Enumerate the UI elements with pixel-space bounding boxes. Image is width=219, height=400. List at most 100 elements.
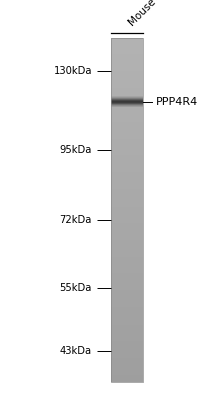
Bar <box>111 381 143 382</box>
Bar <box>111 176 143 177</box>
Bar <box>111 318 143 319</box>
Bar <box>111 40 143 42</box>
Bar <box>111 118 143 120</box>
Bar <box>111 38 143 382</box>
Bar <box>111 310 143 311</box>
Bar <box>111 273 143 274</box>
Bar <box>111 69 143 70</box>
Bar <box>111 163 143 164</box>
Bar <box>111 39 143 40</box>
Bar <box>111 222 143 223</box>
Bar <box>111 88 143 90</box>
Bar <box>111 356 143 357</box>
Bar <box>111 133 143 134</box>
Bar <box>111 235 143 236</box>
Bar <box>111 289 143 290</box>
Bar <box>111 171 143 172</box>
Bar <box>111 47 143 48</box>
Bar <box>111 154 143 155</box>
Bar <box>111 187 143 188</box>
Bar <box>111 239 143 240</box>
Bar <box>111 223 143 224</box>
Bar <box>111 147 143 148</box>
Bar <box>111 107 143 108</box>
Bar <box>111 93 143 94</box>
Bar <box>111 86 143 87</box>
Bar <box>111 210 143 211</box>
Bar <box>111 53 143 54</box>
Bar <box>111 327 143 328</box>
Bar <box>111 193 143 194</box>
Bar <box>111 55 143 56</box>
Bar <box>111 157 143 158</box>
Bar <box>111 180 143 181</box>
Bar <box>111 309 143 310</box>
Bar <box>111 63 143 64</box>
Bar <box>111 170 143 171</box>
Bar <box>111 360 143 361</box>
Bar <box>111 59 143 60</box>
Bar <box>111 60 143 61</box>
Bar <box>111 190 143 192</box>
Bar <box>111 238 143 239</box>
Bar <box>111 51 143 52</box>
Bar <box>111 62 143 63</box>
Bar <box>111 330 143 332</box>
Bar <box>111 132 143 133</box>
Bar <box>111 264 143 265</box>
Bar <box>111 246 143 247</box>
Bar <box>111 241 143 242</box>
Bar <box>111 76 143 77</box>
Bar <box>111 45 143 46</box>
Bar <box>111 98 143 99</box>
Bar <box>111 304 143 305</box>
Bar <box>111 152 143 153</box>
Bar <box>111 71 143 72</box>
Bar <box>111 166 143 168</box>
Bar <box>111 178 143 179</box>
Bar <box>111 182 143 184</box>
Bar <box>111 162 143 163</box>
Bar <box>111 358 143 359</box>
Bar <box>111 373 143 374</box>
Bar <box>111 314 143 316</box>
Bar <box>111 227 143 228</box>
Bar <box>111 325 143 326</box>
Bar <box>111 266 143 267</box>
Bar <box>111 165 143 166</box>
Bar <box>111 219 143 220</box>
Bar <box>111 203 143 204</box>
Bar <box>111 284 143 286</box>
Bar <box>111 287 143 288</box>
Bar <box>111 251 143 252</box>
Text: 43kDa: 43kDa <box>60 346 92 356</box>
Bar <box>111 220 143 222</box>
Bar <box>111 240 143 241</box>
Bar <box>111 350 143 351</box>
Bar <box>111 374 143 375</box>
Bar <box>111 195 143 196</box>
Bar <box>111 61 143 62</box>
Bar <box>111 320 143 321</box>
Bar <box>111 276 143 278</box>
Bar <box>111 173 143 174</box>
Bar <box>111 96 143 98</box>
Bar <box>111 204 143 206</box>
Bar <box>111 345 143 346</box>
Bar <box>111 243 143 244</box>
Bar <box>111 369 143 370</box>
Bar <box>111 150 143 152</box>
Bar <box>111 252 143 254</box>
Bar <box>111 372 143 373</box>
Bar <box>111 77 143 78</box>
Bar <box>111 54 143 55</box>
Text: Mouse lung: Mouse lung <box>127 0 177 28</box>
Bar <box>111 108 143 109</box>
Bar <box>111 84 143 85</box>
Bar <box>111 340 143 341</box>
Bar <box>111 67 143 68</box>
Bar <box>111 117 143 118</box>
Text: PPP4R4: PPP4R4 <box>155 97 198 107</box>
Bar <box>111 145 143 146</box>
Text: 55kDa: 55kDa <box>60 284 92 294</box>
